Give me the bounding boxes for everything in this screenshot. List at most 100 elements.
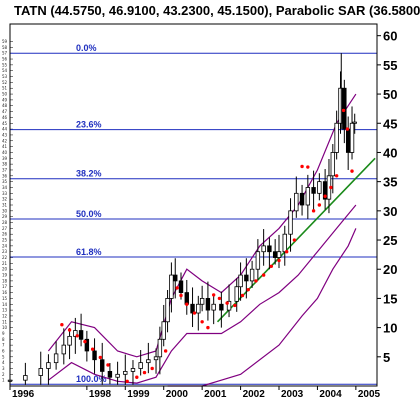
sar-dot	[75, 334, 79, 338]
sar-dot	[317, 203, 322, 207]
left-minor-tick-label: 51	[2, 86, 8, 91]
x-tick-label: 1999	[127, 389, 150, 400]
candle-body	[161, 321, 166, 340]
left-minor-tick-label: 15	[2, 296, 8, 301]
candle-body	[178, 280, 184, 293]
candle-body	[205, 298, 211, 311]
left-minor-tick-label: 26	[2, 232, 8, 237]
sar-dot	[311, 209, 316, 213]
candle-body	[294, 192, 299, 212]
y-tick-label: 10	[383, 321, 397, 336]
left-minor-tick-label: 6	[2, 348, 5, 353]
candle-body	[92, 350, 97, 361]
sar-dot	[277, 258, 281, 263]
sar-dot	[284, 250, 289, 254]
left-minor-tick-label: 57	[2, 51, 8, 56]
left-minor-tick-label: 11	[2, 319, 8, 324]
y-tick-label: 40	[383, 145, 397, 160]
candle-body	[330, 152, 336, 177]
x-tick-label: 2000	[166, 389, 189, 400]
left-minor-tick-label: 39	[2, 156, 8, 161]
x-tick-label: 2005	[358, 389, 381, 400]
left-minor-tick-label: 30	[2, 208, 8, 213]
left-minor-tick-label: 34	[2, 185, 8, 190]
sar-dot	[292, 238, 297, 242]
left-minor-tick-label: 59	[2, 39, 8, 44]
sar-dot	[306, 165, 310, 169]
left-minor-tick-label: 40	[2, 150, 8, 155]
left-minor-tick-label: 53	[2, 74, 8, 79]
y-tick-label: 55	[383, 58, 397, 73]
left-minor-tick-label: 36	[2, 173, 8, 178]
candle-body	[53, 353, 59, 364]
left-minor-tick-label: 45	[2, 121, 8, 126]
sar-dot	[90, 347, 95, 351]
sar-dot	[200, 320, 204, 324]
sar-dot	[334, 174, 339, 178]
candle-body	[73, 330, 78, 337]
left-minor-tick-label: 2	[2, 372, 5, 377]
left-minor-tick-label: 23	[2, 249, 8, 254]
candle-body	[226, 300, 232, 311]
candle-body	[196, 303, 201, 314]
y-tick-label: 35	[383, 175, 397, 190]
left-minor-tick-label: 7	[2, 343, 5, 348]
left-minor-tick-label: 22	[2, 255, 8, 260]
sar-dot	[206, 325, 210, 330]
candle-body	[267, 245, 272, 253]
fib-label: 23.6%	[76, 120, 102, 130]
y-tick-label: 30	[383, 204, 397, 219]
sar-dot	[345, 127, 350, 131]
candle-body	[184, 292, 189, 305]
left-minor-tick-label: 38	[2, 162, 8, 167]
left-minor-tick-label: 4	[2, 360, 5, 365]
candle-body	[61, 344, 67, 355]
candlesticks	[7, 53, 357, 385]
left-minor-axis: 1234567891011121314151617181920212223242…	[2, 39, 13, 383]
left-minor-tick-label: 8	[2, 337, 5, 342]
sar-dot	[67, 328, 72, 332]
left-minor-tick-label: 9	[2, 331, 5, 336]
fib-label: 38.2%	[76, 169, 102, 179]
left-minor-tick-label: 25	[2, 238, 8, 243]
sar-dot	[240, 293, 245, 298]
sar-dot	[192, 311, 197, 315]
left-minor-tick-label: 16	[2, 290, 8, 295]
left-minor-tick-label: 33	[2, 191, 8, 196]
left-minor-tick-label: 17	[2, 284, 8, 289]
left-minor-tick-label: 42	[2, 138, 8, 143]
left-minor-tick-label: 43	[2, 132, 8, 137]
candle-body	[115, 373, 120, 378]
fibonacci-levels: 0.0% 23.6% 38.2% 50.0% 61.8% 100.0%	[10, 43, 377, 385]
sar-dot	[185, 302, 189, 306]
envelope-bottom	[167, 228, 357, 387]
left-minor-tick-label: 27	[2, 226, 8, 231]
candle-body	[78, 330, 84, 340]
chart-title: TATN (44.5750, 46.9100, 43.2300, 45.1500…	[14, 3, 420, 18]
candle-body	[299, 192, 305, 206]
sar-dot	[225, 301, 229, 305]
left-minor-tick-label: 21	[2, 261, 8, 266]
sar-dot	[83, 339, 87, 344]
x-tick-label: 2004	[319, 389, 342, 400]
candle-body	[67, 335, 72, 346]
y-tick-label: 50	[383, 87, 397, 102]
y-tick-label: 25	[383, 233, 397, 248]
candle-body	[345, 128, 351, 153]
candle-body	[219, 303, 224, 311]
sar-dot	[246, 287, 250, 292]
sar-dot	[125, 379, 129, 384]
candle-body	[38, 368, 43, 376]
sar-dot	[254, 279, 258, 283]
sar-dot	[179, 293, 183, 298]
candle-body	[123, 371, 128, 375]
candle-body	[107, 371, 113, 378]
left-minor-tick-label: 18	[2, 278, 8, 283]
candle-body	[169, 274, 174, 299]
left-minor-tick-label: 44	[2, 127, 8, 132]
candle-body	[342, 87, 347, 130]
candle-body	[305, 187, 311, 206]
candle-body	[146, 359, 151, 364]
candle-body	[199, 298, 205, 305]
